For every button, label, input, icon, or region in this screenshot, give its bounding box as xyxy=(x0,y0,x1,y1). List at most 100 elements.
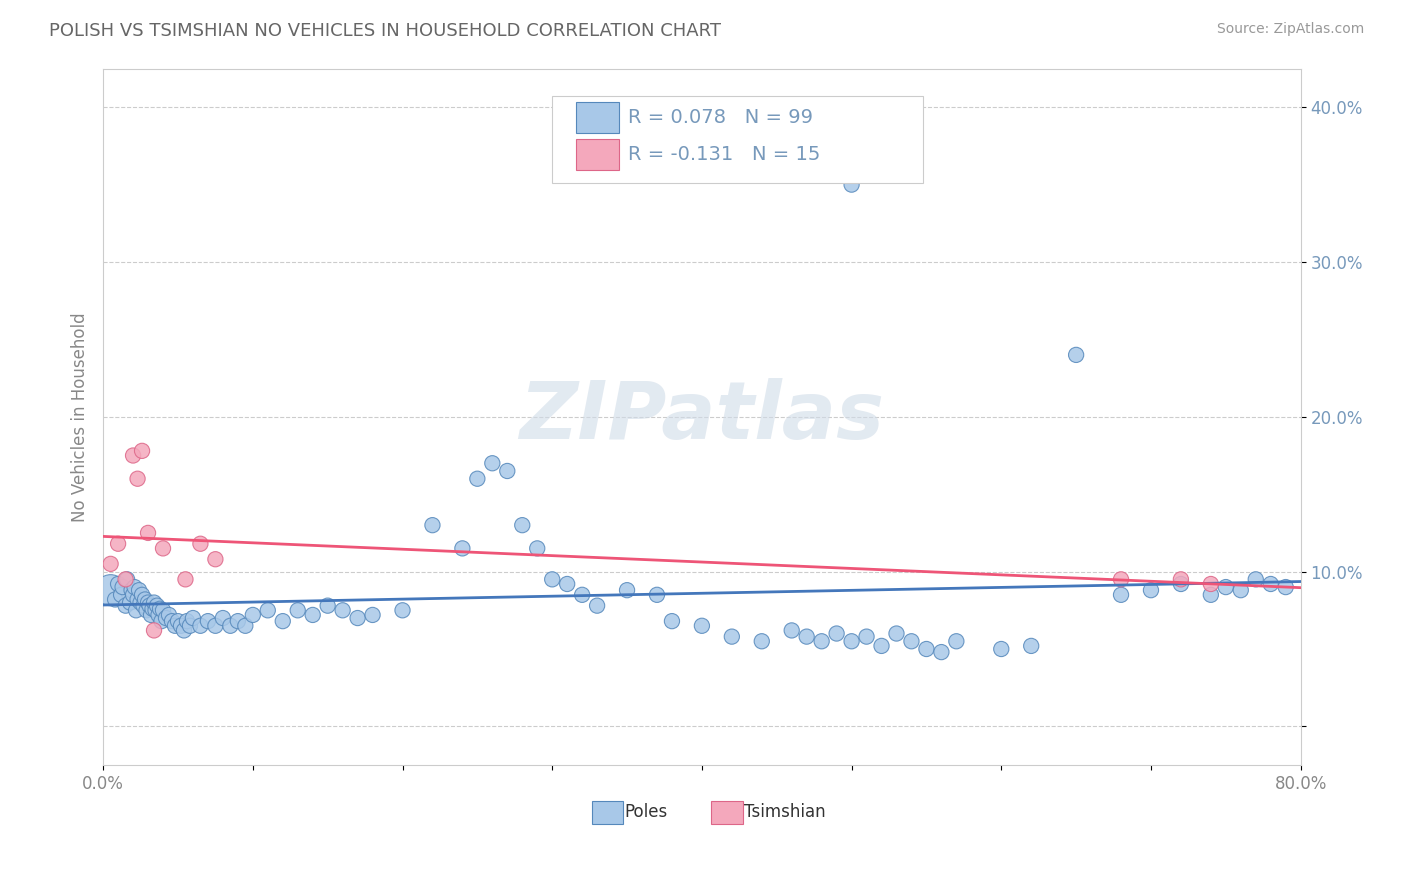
Point xyxy=(915,642,938,657)
Point xyxy=(114,599,136,613)
Point xyxy=(1109,588,1132,602)
Point xyxy=(127,472,149,486)
Point xyxy=(181,611,204,625)
Point xyxy=(780,624,803,638)
Point xyxy=(127,592,149,607)
Point xyxy=(1170,577,1192,591)
Point xyxy=(541,572,564,586)
Point xyxy=(481,456,503,470)
Point xyxy=(586,599,609,613)
Text: Tsimshian: Tsimshian xyxy=(744,803,825,821)
Point xyxy=(134,592,156,607)
Point xyxy=(616,583,638,598)
Point xyxy=(1260,577,1282,591)
Point xyxy=(120,596,142,610)
Point xyxy=(174,572,197,586)
Point xyxy=(1199,588,1222,602)
Point xyxy=(141,601,163,615)
Point xyxy=(1170,572,1192,586)
Point xyxy=(212,611,235,625)
Point xyxy=(136,525,159,540)
Point xyxy=(690,619,713,633)
Point xyxy=(176,614,198,628)
Point xyxy=(115,572,138,586)
Point xyxy=(104,592,127,607)
Point xyxy=(143,624,166,638)
Point xyxy=(100,557,122,571)
Point xyxy=(179,619,201,633)
Point xyxy=(1274,580,1296,594)
Point xyxy=(256,603,278,617)
Point xyxy=(122,588,145,602)
Point xyxy=(645,588,668,602)
Point xyxy=(160,614,183,628)
Point xyxy=(135,603,157,617)
Point xyxy=(346,611,368,625)
Point xyxy=(204,552,226,566)
Point xyxy=(197,614,219,628)
Point xyxy=(287,603,309,617)
Point xyxy=(751,634,773,648)
Point xyxy=(886,626,908,640)
FancyBboxPatch shape xyxy=(711,801,742,824)
Point xyxy=(451,541,474,556)
Point xyxy=(204,619,226,633)
Point xyxy=(900,634,922,648)
Point xyxy=(526,541,548,556)
Point xyxy=(167,614,190,628)
Point xyxy=(125,603,148,617)
Point xyxy=(173,624,195,638)
Point xyxy=(1229,583,1251,598)
Point xyxy=(661,614,683,628)
Point xyxy=(467,472,489,486)
Point xyxy=(150,614,173,628)
Point xyxy=(155,611,177,625)
Text: POLISH VS TSIMSHIAN NO VEHICLES IN HOUSEHOLD CORRELATION CHART: POLISH VS TSIMSHIAN NO VEHICLES IN HOUSE… xyxy=(49,22,721,40)
Point xyxy=(170,619,193,633)
Point xyxy=(555,577,578,591)
Point xyxy=(121,583,143,598)
Point xyxy=(124,580,146,594)
Point xyxy=(931,645,953,659)
Point xyxy=(163,619,186,633)
Point xyxy=(132,599,155,613)
Point xyxy=(131,443,153,458)
Point xyxy=(361,607,384,622)
Point xyxy=(841,178,863,192)
Point xyxy=(146,599,169,613)
Point xyxy=(301,607,323,622)
Point xyxy=(145,603,167,617)
Point xyxy=(855,630,877,644)
Point xyxy=(190,537,212,551)
Point xyxy=(226,614,249,628)
Point xyxy=(152,541,174,556)
Point xyxy=(149,601,172,615)
Y-axis label: No Vehicles in Household: No Vehicles in Household xyxy=(72,312,89,522)
Point xyxy=(131,588,153,602)
Point xyxy=(128,583,150,598)
Point xyxy=(571,588,593,602)
Point xyxy=(870,639,893,653)
Text: ZIPatlas: ZIPatlas xyxy=(519,378,884,456)
Point xyxy=(391,603,413,617)
Point xyxy=(1109,572,1132,586)
Point xyxy=(1140,583,1163,598)
FancyBboxPatch shape xyxy=(576,102,619,133)
Point xyxy=(422,518,444,533)
Text: R = -0.131   N = 15: R = -0.131 N = 15 xyxy=(627,145,820,164)
Point xyxy=(110,588,132,602)
Point xyxy=(114,572,136,586)
Point xyxy=(136,596,159,610)
Point xyxy=(796,630,818,644)
Point xyxy=(510,518,533,533)
Point xyxy=(129,596,152,610)
Point xyxy=(1019,639,1042,653)
Point xyxy=(100,583,122,598)
Point xyxy=(152,603,174,617)
FancyBboxPatch shape xyxy=(576,139,619,169)
Point xyxy=(810,634,832,648)
Point xyxy=(841,634,863,648)
Point xyxy=(143,596,166,610)
Point xyxy=(190,619,212,633)
Point xyxy=(219,619,242,633)
